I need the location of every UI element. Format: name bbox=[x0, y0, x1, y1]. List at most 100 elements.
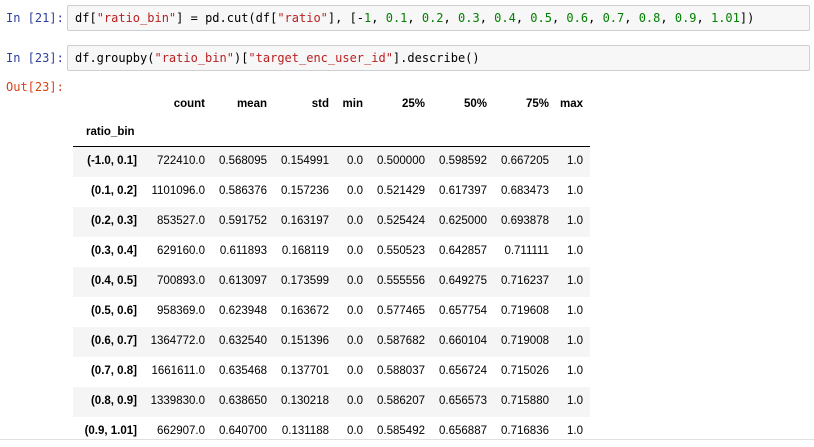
code-token: 0.8 bbox=[638, 11, 661, 25]
table-cell: 0.716836 bbox=[501, 425, 549, 437]
table-cell: 1339830.0 bbox=[150, 395, 205, 407]
table-cell: 0.0 bbox=[347, 305, 363, 317]
code-token: 0.5 bbox=[530, 11, 552, 25]
code-token: 0.2 bbox=[421, 11, 444, 25]
table-cell: 0.157236 bbox=[281, 185, 329, 197]
row-index-label: (0.9, 1.01] bbox=[84, 425, 137, 437]
column-header-min: min bbox=[342, 98, 363, 110]
code-cell-21[interactable]: In [21]: df["ratio_bin"] = pd.cut(df["ra… bbox=[0, 0, 814, 36]
code-token: , bbox=[588, 11, 603, 25]
table-cell: 0.660104 bbox=[439, 335, 487, 347]
table-cell: 0.525424 bbox=[377, 215, 425, 227]
code-token: ].describe() bbox=[392, 51, 480, 65]
row-index-label: (0.7, 0.8] bbox=[90, 365, 137, 377]
table-cell: 0.638650 bbox=[219, 395, 267, 407]
code-token: , bbox=[371, 11, 386, 25]
table-cell: 0.623948 bbox=[219, 305, 267, 317]
code-token: df[ bbox=[75, 11, 97, 25]
table-cell: 0.715026 bbox=[501, 365, 549, 377]
table-cell: 0.0 bbox=[347, 245, 363, 257]
column-header-max: max bbox=[559, 98, 583, 110]
table-row: (0.7, 0.8] 1661611.0 0.635468 0.137701 0.0 0.… bbox=[73, 357, 590, 387]
code-token: 0.4 bbox=[494, 11, 516, 25]
column-header-50: 50% bbox=[463, 98, 487, 110]
table-cell: 0.598592 bbox=[439, 155, 487, 167]
index-name-header: ratio_bin bbox=[86, 126, 135, 138]
table-cell: 0.550523 bbox=[377, 245, 425, 257]
code-cell-23[interactable]: In [23]: df.groupby("ratio_bin")["target… bbox=[0, 40, 814, 76]
code-token: df.groupby( bbox=[75, 51, 155, 65]
table-cell: 1.0 bbox=[567, 335, 583, 347]
table-cell: 958369.0 bbox=[157, 305, 205, 317]
table-cell: 0.635468 bbox=[219, 365, 267, 377]
row-index-label: (0.5, 0.6] bbox=[90, 305, 137, 317]
table-cell: 0.130218 bbox=[281, 395, 329, 407]
table-cell: 0.500000 bbox=[377, 155, 425, 167]
row-index-label: (0.8, 0.9] bbox=[90, 395, 137, 407]
code-token: "target_enc_user_id" bbox=[248, 51, 393, 65]
table-cell: 0.0 bbox=[347, 425, 363, 437]
code-token: , bbox=[624, 11, 639, 25]
row-index-label: (0.1, 0.2] bbox=[90, 185, 137, 197]
table-cell: 0.667205 bbox=[501, 155, 549, 167]
table-row: (0.6, 0.7] 1364772.0 0.632540 0.151396 0.0 0.… bbox=[73, 327, 590, 357]
table-cell: 0.716237 bbox=[501, 275, 549, 287]
table-cell: 0.154991 bbox=[281, 155, 329, 167]
cell-divider bbox=[0, 439, 814, 440]
row-index-label: (0.4, 0.5] bbox=[90, 275, 137, 287]
table-row: (0.9, 1.01] 662907.0 0.640700 0.131188 0.0 0.… bbox=[73, 417, 590, 447]
table-cell: 0.632540 bbox=[219, 335, 267, 347]
table-row: (0.3, 0.4] 629160.0 0.611893 0.168119 0.0 0.5… bbox=[73, 237, 590, 267]
code-text: df["ratio_bin"] = pd.cut(df["ratio"], [-… bbox=[75, 11, 754, 25]
table-cell: 0.577465 bbox=[377, 305, 425, 317]
table-cell: 0.656724 bbox=[439, 365, 487, 377]
input-prompt: In [23]: bbox=[6, 51, 64, 65]
code-input-area[interactable]: df.groupby("ratio_bin")["target_enc_user… bbox=[67, 45, 810, 71]
table-cell: 0.0 bbox=[347, 365, 363, 377]
table-cell: 0.719608 bbox=[501, 305, 549, 317]
table-row: (0.5, 0.6] 958369.0 0.623948 0.163672 0.0 0.5… bbox=[73, 297, 590, 327]
table-cell: 0.656573 bbox=[439, 395, 487, 407]
code-token: "ratio_bin" bbox=[96, 11, 177, 25]
code-token: 1 bbox=[364, 11, 372, 25]
column-header-mean: mean bbox=[236, 98, 267, 110]
code-token: 1.01 bbox=[710, 11, 740, 25]
table-cell: 0.0 bbox=[347, 185, 363, 197]
table-cell: 629160.0 bbox=[157, 245, 205, 257]
code-token: 0.9 bbox=[674, 11, 697, 25]
code-token: , bbox=[551, 11, 567, 25]
code-token: , bbox=[479, 11, 495, 25]
table-cell: 0.711111 bbox=[504, 245, 549, 257]
table-cell: 0.586207 bbox=[377, 395, 425, 407]
table-cell: 0.0 bbox=[347, 335, 363, 347]
table-cell: 722410.0 bbox=[157, 155, 205, 167]
table-cell: 1.0 bbox=[567, 305, 583, 317]
table-cell: 700893.0 bbox=[157, 275, 205, 287]
table-cell: 0.585492 bbox=[377, 425, 425, 437]
code-token: )[ bbox=[233, 51, 249, 65]
code-token: 0.1 bbox=[385, 11, 408, 25]
table-cell: 1.0 bbox=[567, 365, 583, 377]
table-cell: 853527.0 bbox=[157, 215, 205, 227]
table-cell: 0.649275 bbox=[439, 275, 487, 287]
table-cell: 1101096.0 bbox=[151, 185, 205, 197]
code-token: , bbox=[443, 11, 458, 25]
code-token: ]) bbox=[739, 11, 755, 25]
code-token: ] = pd.cut(df[ bbox=[176, 11, 278, 25]
code-input-area[interactable]: df["ratio_bin"] = pd.cut(df["ratio"], [-… bbox=[67, 5, 810, 31]
table-cell: 0.163672 bbox=[281, 305, 329, 317]
table-cell: 0.168119 bbox=[281, 245, 329, 257]
row-index-label: (-1.0, 0.1] bbox=[87, 155, 137, 167]
table-cell: 0.555556 bbox=[377, 275, 425, 287]
table-cell: 0.0 bbox=[347, 155, 363, 167]
table-cell: 0.0 bbox=[347, 275, 363, 287]
table-cell: 0.586376 bbox=[219, 185, 267, 197]
code-token: , bbox=[407, 11, 422, 25]
table-cell: 0.617397 bbox=[439, 185, 487, 197]
table-cell: 1.0 bbox=[567, 425, 583, 437]
table-cell: 0.568095 bbox=[219, 155, 267, 167]
column-header-25: 25% bbox=[401, 98, 425, 110]
table-cell: 0.587682 bbox=[377, 335, 425, 347]
table-cell: 0.588037 bbox=[377, 365, 425, 377]
table-cell: 1.0 bbox=[567, 245, 583, 257]
